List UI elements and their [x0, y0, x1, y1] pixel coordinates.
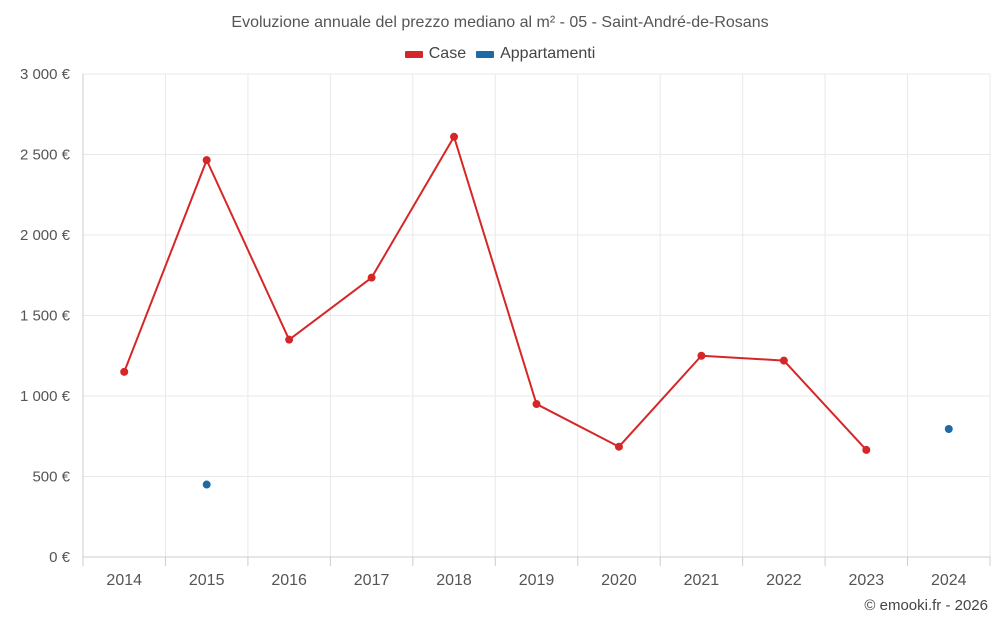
credit-text: © emooki.fr - 2026 — [864, 597, 988, 614]
data-point-case[interactable] — [450, 132, 459, 141]
legend-item-case[interactable]: Case — [404, 45, 467, 63]
x-tick-label: 2017 — [354, 572, 390, 589]
x-tick-label: 2015 — [189, 572, 225, 589]
x-tick-label: 2024 — [931, 572, 967, 589]
data-point-appartamenti[interactable] — [944, 425, 953, 434]
x-tick-label: 2018 — [436, 572, 472, 589]
legend-label-case: Case — [428, 45, 467, 62]
chart-title: Evoluzione annuale del prezzo mediano al… — [231, 14, 769, 31]
data-point-case[interactable] — [779, 356, 788, 365]
legend-swatch-case — [404, 50, 423, 58]
x-tick-label: 2021 — [684, 572, 720, 589]
x-tick-label: 2020 — [601, 572, 637, 589]
x-tick-label: 2019 — [519, 572, 555, 589]
data-point-case[interactable] — [285, 335, 294, 344]
legend-item-appartamenti[interactable]: Appartamenti — [476, 45, 595, 63]
y-tick-label: 3 000 € — [20, 66, 71, 83]
data-point-case[interactable] — [367, 273, 376, 282]
data-point-case[interactable] — [697, 351, 706, 360]
series-line-case — [123, 135, 868, 451]
x-tick-label: 2022 — [766, 572, 802, 589]
y-tick-label: 0 € — [49, 549, 71, 566]
legend-swatch-appartamenti — [476, 50, 495, 58]
data-point-case[interactable] — [532, 400, 541, 409]
y-tick-label: 2 500 € — [20, 147, 71, 164]
data-point-case[interactable] — [202, 156, 211, 165]
data-point-case[interactable] — [614, 442, 623, 451]
x-tick-label: 2023 — [849, 572, 885, 589]
x-tick-label: 2014 — [106, 572, 142, 589]
legend-label-appartamenti: Appartamenti — [500, 45, 596, 62]
y-tick-label: 1 000 € — [20, 388, 71, 405]
y-tick-label: 1 500 € — [20, 308, 71, 325]
y-tick-label: 2 000 € — [20, 227, 71, 244]
data-point-appartamenti[interactable] — [202, 480, 211, 489]
data-point-case[interactable] — [120, 367, 129, 376]
x-tick-label: 2016 — [271, 572, 307, 589]
data-point-case[interactable] — [862, 445, 871, 454]
legend: Case Appartamenti — [0, 45, 1000, 63]
y-tick-label: 500 € — [32, 469, 70, 486]
